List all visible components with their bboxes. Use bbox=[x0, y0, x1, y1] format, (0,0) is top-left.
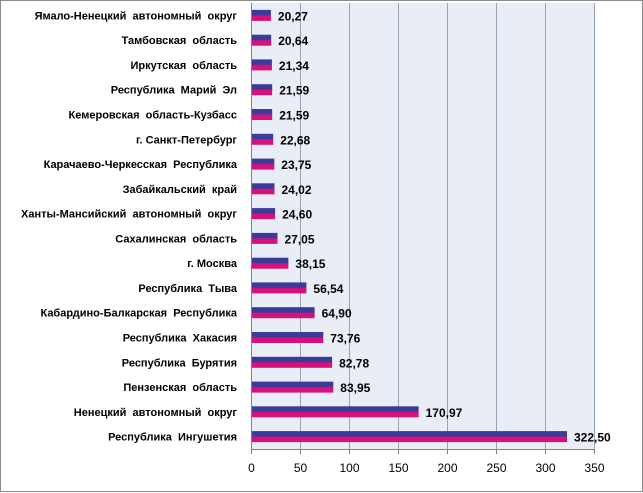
bar bbox=[252, 34, 272, 46]
x-tick-label: 100 bbox=[339, 461, 359, 475]
bar bbox=[252, 158, 275, 170]
category-label: Республика Марий Эл bbox=[111, 85, 237, 97]
value-label: 82,78 bbox=[339, 356, 369, 370]
category-label: Иркутская область bbox=[130, 60, 237, 72]
x-tick-label: 250 bbox=[486, 461, 506, 475]
bar bbox=[252, 257, 289, 269]
category-label: Пензенская область bbox=[123, 382, 237, 394]
bar bbox=[252, 84, 273, 96]
x-tick-label: 350 bbox=[584, 461, 604, 475]
value-label: 20,64 bbox=[278, 34, 308, 48]
value-label: 38,15 bbox=[295, 257, 325, 271]
x-tick-label: 200 bbox=[437, 461, 457, 475]
value-label: 24,02 bbox=[282, 183, 312, 197]
value-label: 21,59 bbox=[279, 109, 309, 123]
value-label: 322,50 bbox=[574, 431, 611, 445]
value-label: 170,97 bbox=[426, 406, 463, 420]
category-label: Забайкальский край bbox=[123, 184, 237, 196]
bar bbox=[252, 332, 324, 343]
bar bbox=[252, 356, 333, 368]
plot-area bbox=[251, 3, 594, 449]
bar bbox=[252, 381, 334, 393]
category-label: Республика Бурятия bbox=[122, 357, 237, 369]
category-label: Ямало-Ненецкий автономный округ bbox=[35, 10, 238, 22]
bar bbox=[252, 307, 315, 319]
category-label: Тамбовская область bbox=[122, 35, 238, 47]
value-label: 83,95 bbox=[340, 381, 370, 395]
bar bbox=[252, 406, 419, 418]
bar bbox=[252, 9, 271, 21]
value-label: 20,27 bbox=[278, 9, 308, 23]
category-label: Кемеровская область-Кузбасс bbox=[69, 110, 237, 122]
value-label: 56,54 bbox=[313, 282, 343, 296]
x-tick-label: 300 bbox=[535, 461, 555, 475]
bar bbox=[252, 431, 567, 443]
category-label: Кабардино-Балкарская Республика bbox=[40, 308, 237, 320]
category-label: Республика Тыва bbox=[138, 283, 238, 295]
bar bbox=[252, 133, 274, 145]
value-label: 24,60 bbox=[282, 208, 312, 222]
category-label: Ненецкий автономный округ bbox=[74, 407, 238, 419]
bar bbox=[252, 232, 278, 244]
category-label: г. Москва bbox=[187, 258, 238, 270]
value-label: 22,68 bbox=[280, 133, 310, 147]
x-tick-label: 0 bbox=[248, 461, 255, 475]
value-label: 73,76 bbox=[330, 332, 360, 346]
bar bbox=[252, 208, 276, 220]
category-label: Ханты-Мансийский автономный округ bbox=[21, 209, 237, 221]
bar bbox=[252, 109, 273, 120]
category-label: г. Санкт-Петербург bbox=[136, 134, 237, 146]
bar bbox=[252, 282, 307, 294]
category-label: Республика Хакасия bbox=[123, 333, 237, 345]
value-label: 21,34 bbox=[279, 59, 309, 73]
value-label: 27,05 bbox=[285, 232, 315, 246]
category-label: Сахалинская область bbox=[115, 233, 237, 245]
bar bbox=[252, 183, 275, 195]
value-label: 64,90 bbox=[322, 307, 352, 321]
category-label: Республика Ингушетия bbox=[108, 432, 237, 444]
category-label: Карачаево-Черкесская Республика bbox=[44, 159, 238, 171]
x-tick-label: 150 bbox=[388, 461, 408, 475]
value-label: 23,75 bbox=[281, 158, 311, 172]
value-label: 21,59 bbox=[279, 84, 309, 98]
bar bbox=[252, 59, 272, 71]
x-tick-label: 50 bbox=[294, 461, 308, 475]
